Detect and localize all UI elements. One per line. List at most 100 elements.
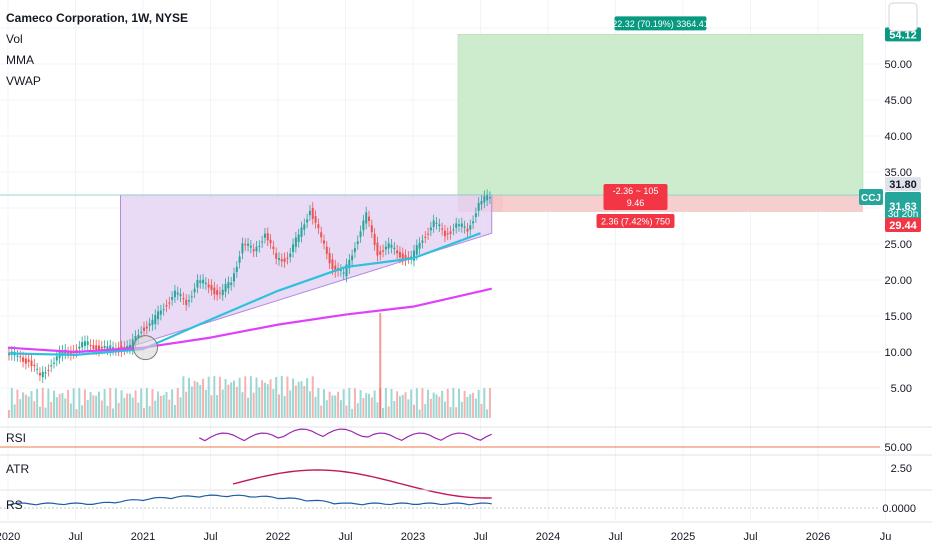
candle-body xyxy=(317,224,320,229)
volume-bar xyxy=(432,392,435,418)
candle-body xyxy=(83,341,86,347)
atr-level-label: 2.50 xyxy=(891,463,912,475)
candle-body xyxy=(244,244,247,246)
stop-info-label: 2.36 (7.42%) 750 xyxy=(601,217,670,227)
candle-body xyxy=(126,346,129,348)
candle-body xyxy=(348,259,351,269)
volume-bar xyxy=(202,378,205,418)
candle-body xyxy=(401,253,404,260)
candle-body xyxy=(36,368,39,370)
candle-body xyxy=(266,233,269,241)
time-tick-label: Jul xyxy=(473,531,487,543)
rsi-pane-label[interactable]: RSI xyxy=(6,431,27,445)
rsi-line xyxy=(198,428,492,442)
candle-body xyxy=(353,248,356,253)
chart-menu-button xyxy=(888,2,918,32)
legend-mma[interactable]: MMA xyxy=(6,53,34,67)
volume-bar xyxy=(269,379,272,418)
volume-bar xyxy=(106,405,109,418)
candle-body xyxy=(255,246,258,252)
candle-body xyxy=(221,289,224,296)
volume-bar xyxy=(418,409,421,418)
volume-bar xyxy=(230,382,233,418)
candle-body xyxy=(269,239,272,244)
current-price-badge-box xyxy=(885,192,921,221)
volume-bar xyxy=(477,389,480,418)
volume-bar xyxy=(165,392,168,418)
target-info-label: 22.32 (70.19%) 3364.41 xyxy=(612,19,709,29)
candle-body xyxy=(140,331,143,333)
volume-bar xyxy=(393,400,396,418)
candle-body xyxy=(435,222,438,224)
volume-bar xyxy=(348,388,351,418)
volume-bar xyxy=(356,403,359,418)
volume-bar xyxy=(81,405,84,418)
candle-body xyxy=(252,249,255,252)
stop-price-badge: 29.44 xyxy=(889,220,917,232)
legend-title[interactable]: Cameco Corporation, 1W, NYSE xyxy=(6,11,189,25)
entry-price-badge: 31.80 xyxy=(889,179,917,191)
volume-bar xyxy=(376,402,379,418)
volume-bar xyxy=(463,390,466,418)
candle-body xyxy=(390,244,393,248)
volume-bar xyxy=(443,401,446,418)
volume-spike xyxy=(379,313,382,418)
candle-body xyxy=(190,296,193,298)
volume-bar xyxy=(75,409,78,418)
volume-bar xyxy=(86,399,89,418)
volume-bar xyxy=(258,387,261,418)
candle-body xyxy=(137,334,140,339)
candle-body xyxy=(415,245,418,255)
candle-body xyxy=(396,250,399,254)
candle-body xyxy=(176,292,179,295)
volume-bar xyxy=(446,388,449,418)
candle-body xyxy=(466,228,469,232)
volume-bar xyxy=(24,394,27,418)
volume-bar xyxy=(190,386,193,418)
time-tick-label: 2025 xyxy=(671,531,695,543)
time-tick-label: Jul xyxy=(68,531,82,543)
candle-body xyxy=(297,234,300,242)
pnl-line-1: -2.36 ~ 105 xyxy=(613,186,659,196)
candle-body xyxy=(443,230,446,237)
candle-body xyxy=(413,250,415,261)
candle-body xyxy=(432,220,435,228)
candle-body xyxy=(314,216,317,223)
volume-bar xyxy=(396,391,399,418)
volume-bar xyxy=(204,389,207,418)
volume-bar xyxy=(325,400,328,418)
atr-line xyxy=(232,469,492,499)
ma-pink-line xyxy=(7,287,492,354)
pnl-info-box xyxy=(603,184,668,211)
legend-vwap[interactable]: VWAP xyxy=(6,74,41,88)
time-tick-label: 2020 xyxy=(0,531,20,543)
volume-bar xyxy=(78,388,81,418)
volume-bar xyxy=(30,391,33,418)
stop-info-box xyxy=(596,214,675,229)
candle-body xyxy=(151,319,154,325)
volume-bar xyxy=(123,397,126,418)
volume-bar xyxy=(126,393,129,418)
candle-body xyxy=(157,311,160,320)
volume-bar xyxy=(207,376,210,418)
legend-vol[interactable]: Vol xyxy=(6,32,23,46)
rs-pane-label[interactable]: RS xyxy=(6,498,23,512)
volume-bar xyxy=(466,396,469,418)
candle-body xyxy=(379,251,382,255)
candle-body xyxy=(134,336,137,344)
volume-bar xyxy=(474,398,477,418)
volume-bar xyxy=(460,401,463,418)
volume-bar xyxy=(472,392,475,418)
atr-pane-label[interactable]: ATR xyxy=(6,462,30,476)
candle-body xyxy=(128,344,131,349)
volume-bar xyxy=(283,395,286,418)
time-tick-label: 2023 xyxy=(401,531,425,543)
candle-body xyxy=(387,243,390,249)
time-tick-label: 2024 xyxy=(536,531,560,543)
volume-bar xyxy=(120,390,123,418)
volume-bar xyxy=(171,389,174,418)
volume-bar xyxy=(67,389,70,418)
volume-bar xyxy=(387,406,390,418)
